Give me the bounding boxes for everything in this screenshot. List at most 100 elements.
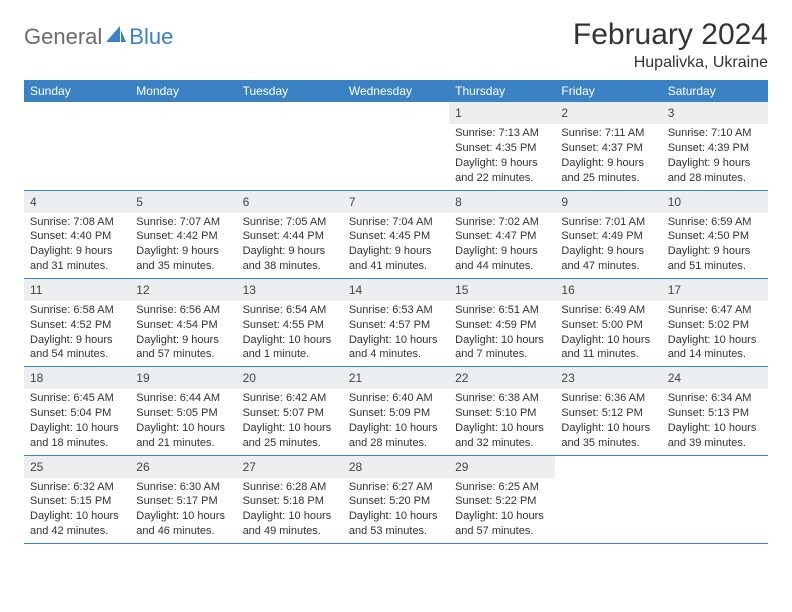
day-number: 26	[136, 460, 149, 474]
calendar-table: SundayMondayTuesdayWednesdayThursdayFrid…	[24, 80, 768, 544]
calendar-cell: 25 Sunrise: 6:32 AMSunset: 5:15 PMDayligh…	[24, 455, 130, 543]
calendar-cell: 16 Sunrise: 6:49 AMSunset: 5:00 PMDayligh…	[555, 278, 661, 366]
day-details: Sunrise: 7:04 AMSunset: 4:45 PMDaylight:…	[343, 213, 449, 278]
calendar-cell	[237, 102, 343, 190]
day-number: 6	[243, 195, 250, 209]
day-number: 22	[455, 371, 468, 385]
day-number: 20	[243, 371, 256, 385]
day-details: Sunrise: 6:53 AMSunset: 4:57 PMDaylight:…	[343, 301, 449, 366]
calendar-week-row: 25 Sunrise: 6:32 AMSunset: 5:15 PMDayligh…	[24, 455, 768, 543]
day-number: 1	[455, 106, 462, 120]
weekday-header: Wednesday	[343, 80, 449, 102]
day-details: Sunrise: 6:56 AMSunset: 4:54 PMDaylight:…	[130, 301, 236, 366]
calendar-week-row: 11Sunrise: 6:58 AMSunset: 4:52 PMDayligh…	[24, 278, 768, 366]
calendar-cell: 18 Sunrise: 6:45 AMSunset: 5:04 PMDayligh…	[24, 367, 130, 455]
calendar-cell: 19 Sunrise: 6:44 AMSunset: 5:05 PMDayligh…	[130, 367, 236, 455]
day-details: Sunrise: 6:28 AMSunset: 5:18 PMDaylight:…	[237, 478, 343, 543]
day-details: Sunrise: 7:11 AMSunset: 4:37 PMDaylight:…	[555, 124, 661, 189]
calendar-cell: 22 Sunrise: 6:38 AMSunset: 5:10 PMDayligh…	[449, 367, 555, 455]
day-details: Sunrise: 6:45 AMSunset: 5:04 PMDaylight:…	[24, 389, 130, 454]
day-number: 5	[136, 195, 143, 209]
day-number: 16	[561, 283, 574, 297]
day-details: Sunrise: 6:51 AMSunset: 4:59 PMDaylight:…	[449, 301, 555, 366]
day-number: 8	[455, 195, 462, 209]
day-details: Sunrise: 7:01 AMSunset: 4:49 PMDaylight:…	[555, 213, 661, 278]
weekday-header-row: SundayMondayTuesdayWednesdayThursdayFrid…	[24, 80, 768, 102]
day-details: Sunrise: 7:02 AMSunset: 4:47 PMDaylight:…	[449, 213, 555, 278]
weekday-header: Sunday	[24, 80, 130, 102]
day-number: 10	[668, 195, 681, 209]
day-number: 24	[668, 371, 681, 385]
day-number: 19	[136, 371, 149, 385]
day-details: Sunrise: 6:40 AMSunset: 5:09 PMDaylight:…	[343, 389, 449, 454]
calendar-cell: 23Sunrise: 6:36 AMSunset: 5:12 PMDayligh…	[555, 367, 661, 455]
month-title: February 2024	[573, 18, 768, 52]
calendar-cell: 1 Sunrise: 7:13 AMSunset: 4:35 PMDaylight…	[449, 102, 555, 190]
calendar-week-row: 1 Sunrise: 7:13 AMSunset: 4:35 PMDaylight…	[24, 102, 768, 190]
calendar-cell: 27Sunrise: 6:28 AMSunset: 5:18 PMDayligh…	[237, 455, 343, 543]
calendar-cell: 5 Sunrise: 7:07 AMSunset: 4:42 PMDaylight…	[130, 190, 236, 278]
day-details: Sunrise: 6:58 AMSunset: 4:52 PMDaylight:…	[24, 301, 130, 366]
calendar-cell: 12 Sunrise: 6:56 AMSunset: 4:54 PMDayligh…	[130, 278, 236, 366]
calendar-cell: 13Sunrise: 6:54 AMSunset: 4:55 PMDayligh…	[237, 278, 343, 366]
header: General Blue February 2024 Hupalivka, Uk…	[24, 18, 768, 72]
calendar-cell	[343, 102, 449, 190]
calendar-cell: 14 Sunrise: 6:53 AMSunset: 4:57 PMDayligh…	[343, 278, 449, 366]
day-details: Sunrise: 6:34 AMSunset: 5:13 PMDaylight:…	[662, 389, 768, 454]
day-details: Sunrise: 6:44 AMSunset: 5:05 PMDaylight:…	[130, 389, 236, 454]
calendar-cell: 26 Sunrise: 6:30 AMSunset: 5:17 PMDayligh…	[130, 455, 236, 543]
day-number: 13	[243, 283, 256, 297]
calendar-cell: 3 Sunrise: 7:10 AMSunset: 4:39 PMDaylight…	[662, 102, 768, 190]
calendar-cell: 10 Sunrise: 6:59 AMSunset: 4:50 PMDayligh…	[662, 190, 768, 278]
day-details: Sunrise: 7:08 AMSunset: 4:40 PMDaylight:…	[24, 213, 130, 278]
day-details: Sunrise: 6:25 AMSunset: 5:22 PMDaylight:…	[449, 478, 555, 543]
brand-part2: Blue	[129, 24, 173, 50]
calendar-cell: 7 Sunrise: 7:04 AMSunset: 4:45 PMDaylight…	[343, 190, 449, 278]
day-number: 25	[30, 460, 43, 474]
sail-icon	[106, 26, 126, 49]
day-details: Sunrise: 6:32 AMSunset: 5:15 PMDaylight:…	[24, 478, 130, 543]
day-details: Sunrise: 6:47 AMSunset: 5:02 PMDaylight:…	[662, 301, 768, 366]
calendar-cell: 21 Sunrise: 6:40 AMSunset: 5:09 PMDayligh…	[343, 367, 449, 455]
calendar-cell: 2 Sunrise: 7:11 AMSunset: 4:37 PMDaylight…	[555, 102, 661, 190]
weekday-header: Saturday	[662, 80, 768, 102]
brand-logo: General Blue	[24, 18, 173, 50]
day-details: Sunrise: 6:30 AMSunset: 5:17 PMDaylight:…	[130, 478, 236, 543]
title-area: February 2024 Hupalivka, Ukraine	[573, 18, 768, 72]
day-number: 7	[349, 195, 356, 209]
day-details: Sunrise: 7:10 AMSunset: 4:39 PMDaylight:…	[662, 124, 768, 189]
day-details: Sunrise: 7:05 AMSunset: 4:44 PMDaylight:…	[237, 213, 343, 278]
weekday-header: Thursday	[449, 80, 555, 102]
day-details: Sunrise: 6:42 AMSunset: 5:07 PMDaylight:…	[237, 389, 343, 454]
day-number: 4	[30, 195, 37, 209]
day-number: 18	[30, 371, 43, 385]
day-details: Sunrise: 6:38 AMSunset: 5:10 PMDaylight:…	[449, 389, 555, 454]
day-number: 2	[561, 106, 568, 120]
calendar-cell: 20 Sunrise: 6:42 AMSunset: 5:07 PMDayligh…	[237, 367, 343, 455]
day-details: Sunrise: 6:59 AMSunset: 4:50 PMDaylight:…	[662, 213, 768, 278]
day-number: 14	[349, 283, 362, 297]
calendar-cell: 9Sunrise: 7:01 AMSunset: 4:49 PMDaylight…	[555, 190, 661, 278]
day-number: 21	[349, 371, 362, 385]
day-details: Sunrise: 7:13 AMSunset: 4:35 PMDaylight:…	[449, 124, 555, 189]
calendar-cell: 4 Sunrise: 7:08 AMSunset: 4:40 PMDaylight…	[24, 190, 130, 278]
day-number: 23	[561, 371, 574, 385]
day-number: 12	[136, 283, 149, 297]
calendar-cell	[130, 102, 236, 190]
day-details: Sunrise: 7:07 AMSunset: 4:42 PMDaylight:…	[130, 213, 236, 278]
location: Hupalivka, Ukraine	[573, 54, 768, 72]
calendar-cell: 24 Sunrise: 6:34 AMSunset: 5:13 PMDayligh…	[662, 367, 768, 455]
day-details: Sunrise: 6:49 AMSunset: 5:00 PMDaylight:…	[555, 301, 661, 366]
day-number: 3	[668, 106, 675, 120]
calendar-cell: 11Sunrise: 6:58 AMSunset: 4:52 PMDayligh…	[24, 278, 130, 366]
calendar-body: 1 Sunrise: 7:13 AMSunset: 4:35 PMDaylight…	[24, 102, 768, 544]
weekday-header: Friday	[555, 80, 661, 102]
calendar-cell: 8 Sunrise: 7:02 AMSunset: 4:47 PMDaylight…	[449, 190, 555, 278]
calendar-cell: 17Sunrise: 6:47 AMSunset: 5:02 PMDayligh…	[662, 278, 768, 366]
calendar-week-row: 18 Sunrise: 6:45 AMSunset: 5:04 PMDayligh…	[24, 367, 768, 455]
calendar-cell	[662, 455, 768, 543]
calendar-cell: 28Sunrise: 6:27 AMSunset: 5:20 PMDayligh…	[343, 455, 449, 543]
day-details: Sunrise: 6:27 AMSunset: 5:20 PMDaylight:…	[343, 478, 449, 543]
calendar-week-row: 4 Sunrise: 7:08 AMSunset: 4:40 PMDaylight…	[24, 190, 768, 278]
weekday-header: Tuesday	[237, 80, 343, 102]
